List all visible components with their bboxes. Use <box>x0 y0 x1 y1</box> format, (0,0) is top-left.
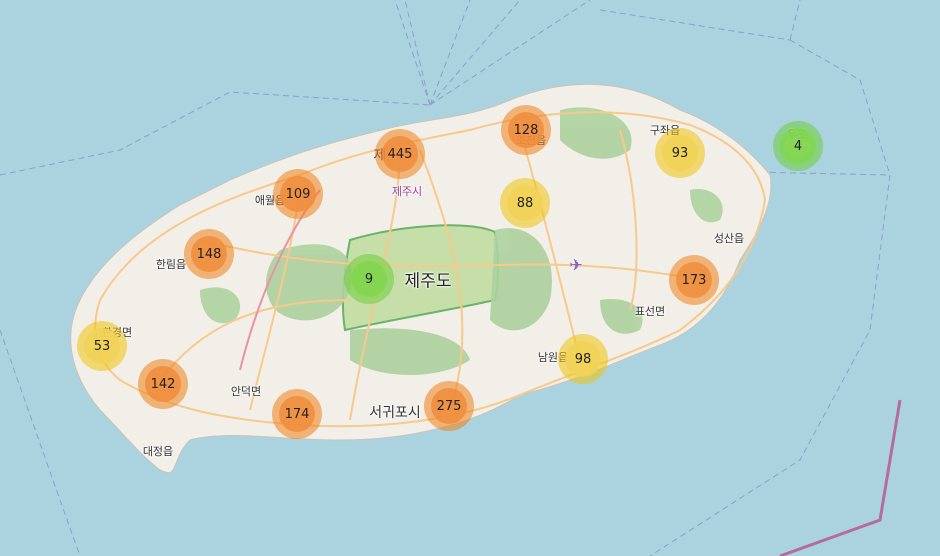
cluster-count: 9 <box>351 261 387 297</box>
label-andeok: 안덕면 <box>230 385 262 398</box>
admin-boundary <box>779 399 902 556</box>
cluster-count: 4 <box>780 128 816 164</box>
cluster-marker[interactable]: 98 <box>558 334 608 384</box>
label-hallim: 한림읍 <box>155 258 187 271</box>
cluster-marker[interactable]: 53 <box>77 321 127 371</box>
cluster-count: 98 <box>565 341 601 377</box>
maritime-boundary <box>0 0 891 556</box>
cluster-count: 88 <box>507 185 543 221</box>
cluster-count: 174 <box>279 396 315 432</box>
label-pyoseon: 표선면 <box>634 305 666 318</box>
forest-areas <box>200 107 723 375</box>
cluster-count: 128 <box>508 112 544 148</box>
cluster-count: 445 <box>382 136 418 172</box>
airport-icon: ✈ <box>569 255 583 275</box>
cluster-marker[interactable]: 88 <box>500 178 550 228</box>
cluster-marker[interactable]: 173 <box>669 255 719 305</box>
cluster-marker[interactable]: 9 <box>344 254 394 304</box>
label-daejeong: 대정읍 <box>142 445 174 458</box>
cluster-count: 109 <box>280 176 316 212</box>
cluster-marker[interactable]: 445 <box>375 129 425 179</box>
cluster-marker[interactable]: 275 <box>424 381 474 431</box>
label-jejudo: 제주도 <box>404 271 452 292</box>
label-seogwipo: 서귀포시 <box>369 405 421 421</box>
cluster-marker[interactable]: 142 <box>138 359 188 409</box>
cluster-marker[interactable]: 174 <box>272 389 322 439</box>
cluster-count: 53 <box>84 328 120 364</box>
cluster-count: 148 <box>191 236 227 272</box>
cluster-marker[interactable]: 109 <box>273 169 323 219</box>
label-jeju-si: 제주시 <box>391 185 423 198</box>
cluster-marker[interactable]: 4 <box>773 121 823 171</box>
cluster-marker[interactable]: 128 <box>501 105 551 155</box>
cluster-count: 142 <box>145 366 181 402</box>
cluster-count: 93 <box>662 135 698 171</box>
cluster-count: 275 <box>431 388 467 424</box>
label-seongsan: 성산읍 <box>713 232 745 245</box>
cluster-count: 173 <box>676 262 712 298</box>
cluster-marker[interactable]: 148 <box>184 229 234 279</box>
cluster-marker[interactable]: 93 <box>655 128 705 178</box>
